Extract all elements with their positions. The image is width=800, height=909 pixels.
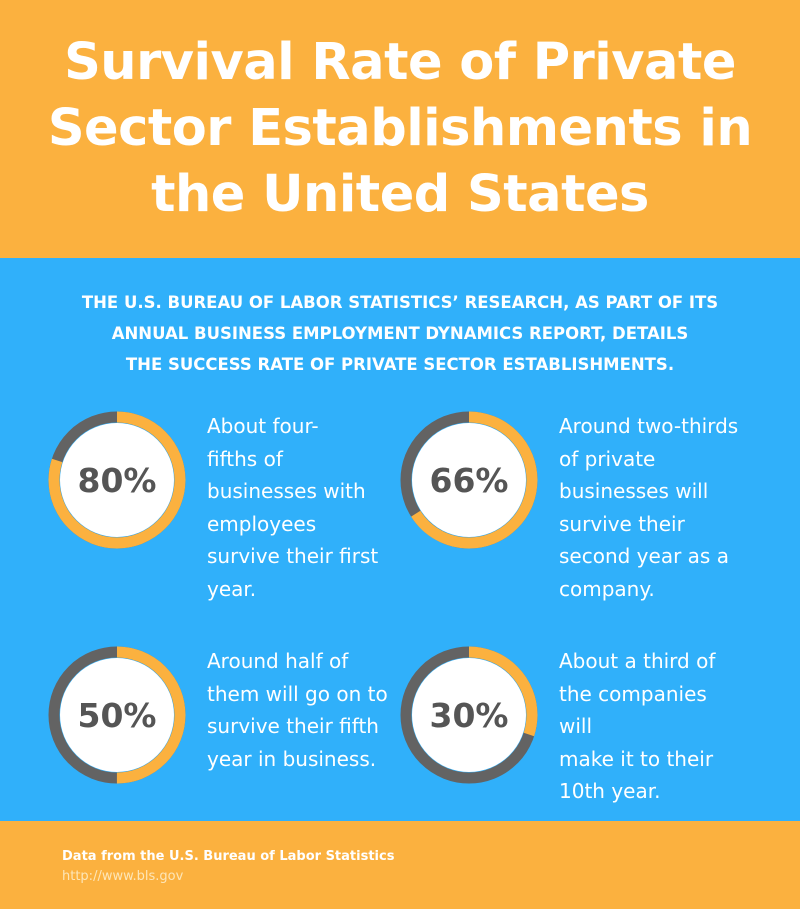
stat-card: 50% Around half of them will go on to su…: [47, 645, 427, 845]
stat-card: 80% About four- fifths of businesses wit…: [47, 410, 427, 610]
description-line: Around half of: [207, 649, 349, 673]
percent-label: 50%: [78, 696, 157, 735]
description-line: company.: [559, 576, 655, 601]
description-line: them will go on to: [207, 681, 388, 706]
header-banner: Survival Rate of Private Sector Establis…: [0, 0, 800, 258]
percent-label: 80%: [78, 461, 157, 500]
description-line: About four-: [207, 414, 319, 438]
description-line: survive their fifth: [207, 714, 379, 738]
description-line: 10th year.: [559, 779, 661, 803]
donut-gauge: 30%: [400, 646, 538, 784]
title-line: Sector Establishments in: [47, 99, 753, 158]
source-url[interactable]: http://www.bls.gov: [62, 869, 184, 884]
description-line: year in business.: [207, 746, 377, 771]
description-line: survive their first: [207, 544, 379, 568]
description-line: of private: [559, 446, 656, 471]
stat-description: Around two-thirds of private businesses …: [559, 410, 744, 605]
intro-text: THE U.S. BUREAU OF LABOR STATISTICS’ RES…: [40, 287, 760, 380]
intro-line: ANNUAL BUSINESS EMPLOYMENT DYNAMICS REPO…: [111, 324, 689, 343]
description-line: make it to their: [559, 746, 714, 771]
description-line: About a third of: [559, 649, 716, 673]
description-line: employees: [207, 511, 317, 536]
description-line: survive their: [559, 511, 685, 536]
ring-value-arc: [400, 646, 538, 784]
ring-center: [60, 658, 174, 772]
intro-line: THE SUCCESS RATE OF PRIVATE SECTOR ESTAB…: [125, 355, 675, 374]
description-line: fifths of: [207, 446, 283, 471]
ring-center: [412, 423, 526, 537]
description-line: the companies will: [559, 681, 707, 739]
donut-gauge: 66%: [400, 411, 538, 549]
description-line: Around two-thirds: [559, 414, 739, 438]
page-title: Survival Rate of Private Sector Establis…: [0, 30, 800, 228]
ring-value-arc: [48, 411, 186, 549]
stat-card: 30% About a third of the companies will …: [399, 645, 779, 845]
stat-description: Around half of them will go on to surviv…: [207, 645, 392, 775]
percent-label: 30%: [430, 696, 509, 735]
percent-label: 66%: [430, 461, 509, 500]
ring-value-arc: [400, 411, 538, 549]
title-line: Survival Rate of Private: [64, 33, 736, 92]
stat-card: 66% Around two-thirds of private busines…: [399, 410, 779, 610]
description-line: businesses with: [207, 479, 366, 503]
stat-description: About four- fifths of businesses with em…: [207, 410, 392, 605]
description-line: year.: [207, 576, 257, 601]
title-line: the United States: [151, 165, 649, 224]
source-note: Data from the U.S. Bureau of Labor Stati…: [62, 849, 395, 864]
donut-gauge: 80%: [48, 411, 186, 549]
ring-center: [412, 658, 526, 772]
ring-value-arc: [48, 646, 186, 784]
ring-center: [60, 423, 174, 537]
description-line: businesses will: [559, 479, 709, 503]
description-line: second year as a: [559, 544, 729, 568]
footer-banner: [0, 821, 800, 909]
intro-line: THE U.S. BUREAU OF LABOR STATISTICS’ RES…: [81, 293, 719, 312]
donut-gauge: 50%: [48, 646, 186, 784]
stat-description: About a third of the companies will make…: [559, 645, 744, 808]
